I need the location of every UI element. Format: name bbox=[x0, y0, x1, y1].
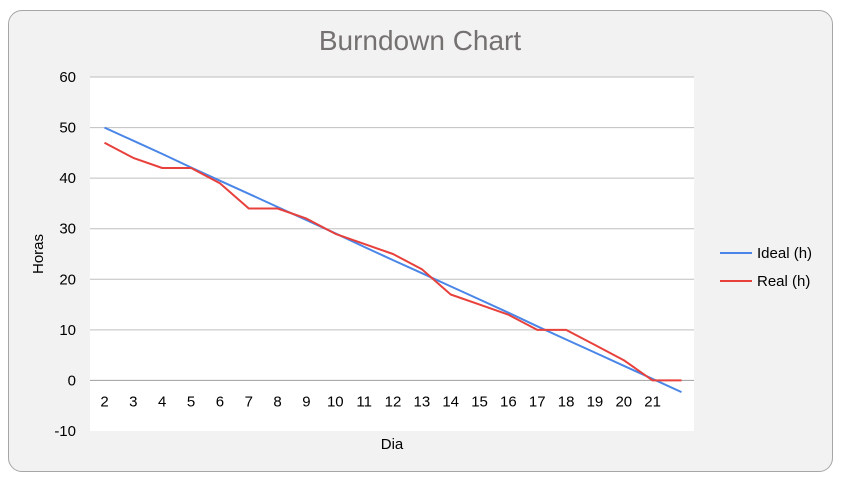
y-tick-label: 40 bbox=[59, 170, 76, 187]
legend-label: Ideal (h) bbox=[757, 245, 812, 262]
x-axis-title: Dia bbox=[381, 436, 404, 453]
legend: Ideal (h) Real (h) bbox=[720, 245, 812, 290]
x-tick-label: 4 bbox=[158, 393, 166, 410]
y-tick-label: 30 bbox=[59, 221, 76, 238]
x-tick-label: 10 bbox=[327, 393, 344, 410]
x-axis-ticks: 2 3 4 5 6 7 8 9 10 11 12 13 14 15 16 17 18 19 20 21 bbox=[100, 393, 661, 410]
legend-label: Real (h) bbox=[757, 273, 810, 290]
x-tick-label: 14 bbox=[442, 393, 459, 410]
x-tick-label: 15 bbox=[471, 393, 488, 410]
x-tick-label: 9 bbox=[302, 393, 310, 410]
x-tick-label: 6 bbox=[216, 393, 224, 410]
y-axis-title: Horas bbox=[30, 234, 47, 274]
x-tick-label: 2 bbox=[100, 393, 108, 410]
x-tick-label: 18 bbox=[558, 393, 575, 410]
y-tick-label: -10 bbox=[54, 423, 76, 440]
y-tick-label: 10 bbox=[59, 322, 76, 339]
x-tick-label: 8 bbox=[273, 393, 281, 410]
x-tick-label: 12 bbox=[385, 393, 402, 410]
series-line-ideal bbox=[104, 126, 682, 394]
x-tick-label: 21 bbox=[644, 393, 661, 410]
x-tick-label: 3 bbox=[129, 393, 137, 410]
y-tick-label: 60 bbox=[59, 69, 76, 86]
x-tick-label: 11 bbox=[356, 393, 372, 410]
series-line-real bbox=[104, 141, 682, 382]
x-tick-label: 13 bbox=[414, 393, 431, 410]
chart-title: Burndown Chart bbox=[319, 25, 522, 56]
x-tick-label: 20 bbox=[615, 393, 632, 410]
series-lines bbox=[104, 126, 682, 394]
y-tick-label: 20 bbox=[59, 271, 76, 288]
gridlines bbox=[90, 76, 694, 381]
x-tick-label: 5 bbox=[187, 393, 195, 410]
x-tick-label: 7 bbox=[245, 393, 253, 410]
x-tick-label: 16 bbox=[500, 393, 517, 410]
y-tick-label: 50 bbox=[59, 120, 76, 137]
x-tick-label: 17 bbox=[529, 393, 546, 410]
y-tick-label: 0 bbox=[68, 372, 76, 389]
y-axis-ticks: -10 0 10 20 30 40 50 60 bbox=[54, 69, 76, 440]
x-tick-label: 19 bbox=[587, 393, 604, 410]
